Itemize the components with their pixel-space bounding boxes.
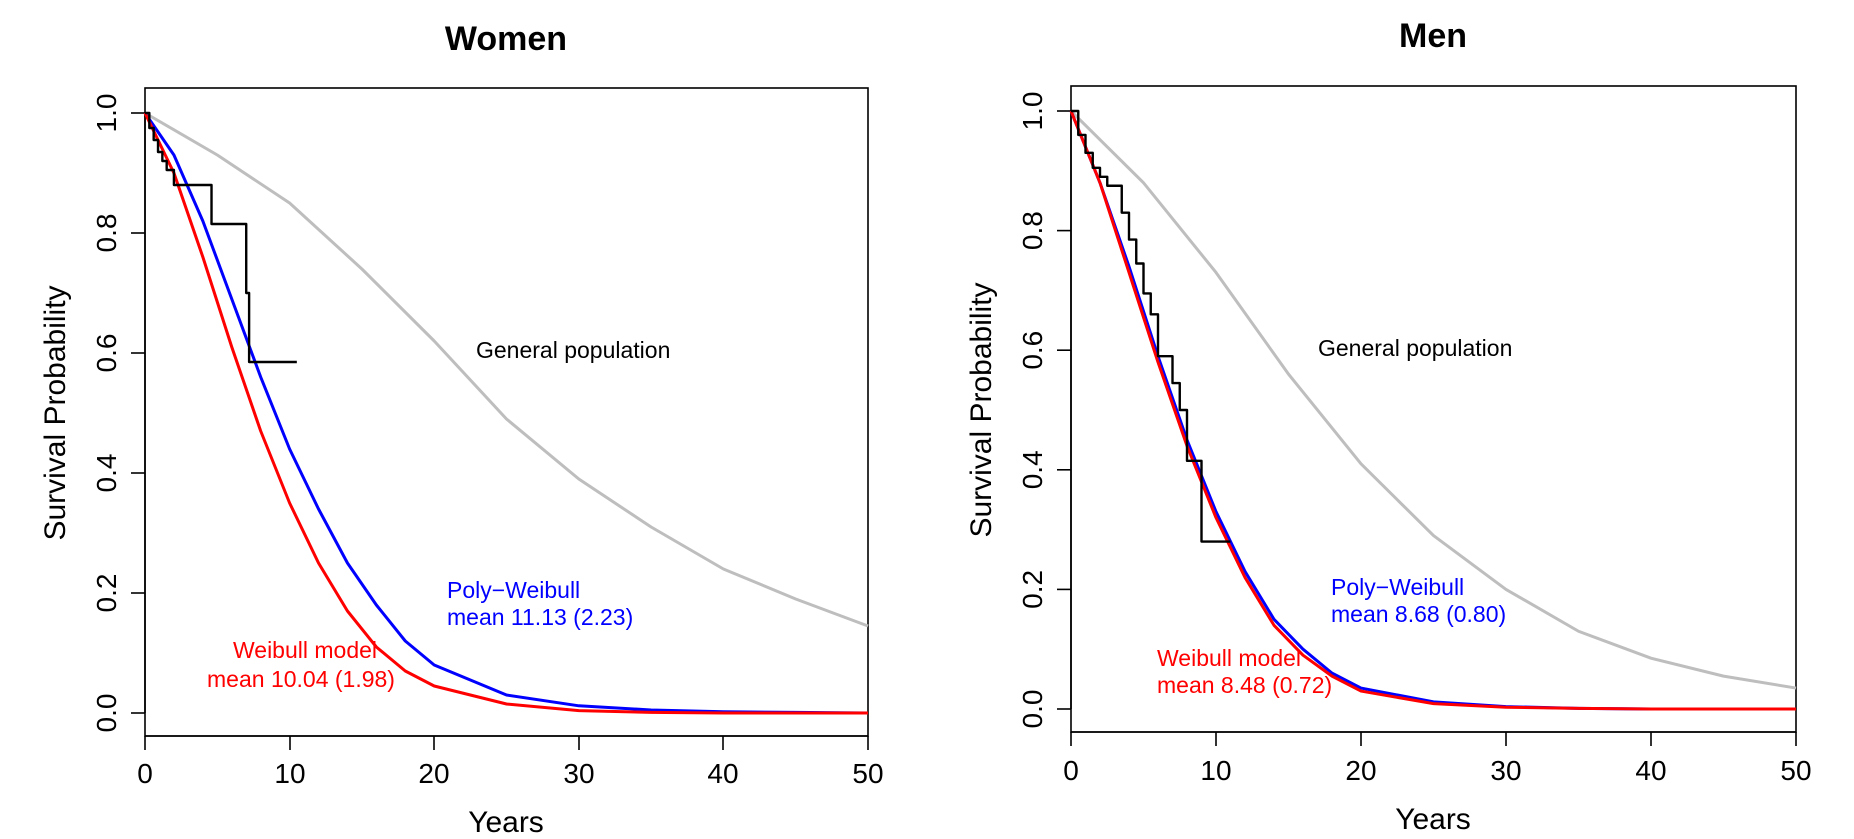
x-tick-label-women-20: 20 bbox=[418, 758, 449, 789]
series-women-kaplan-meier bbox=[145, 111, 297, 364]
x-tick-label-men-10: 10 bbox=[1200, 755, 1231, 786]
x-tick-label-women-10: 10 bbox=[274, 758, 305, 789]
annotation-women-poly-weibull-name: Poly−Weibull bbox=[447, 577, 580, 603]
x-axis-men: 0 10 20 30 40 50 bbox=[1063, 731, 1812, 786]
annotation-women-weibull-mean: mean 10.04 (1.98) bbox=[207, 666, 395, 692]
annotation-women-poly-weibull-mean: mean 11.13 (2.23) bbox=[447, 604, 633, 630]
annotation-men-weibull-mean: mean 8.48 (0.72) bbox=[1157, 672, 1332, 698]
x-axis-label-men: Years bbox=[1395, 803, 1471, 836]
x-tick-label-women-50: 50 bbox=[852, 758, 883, 789]
annotation-women-weibull-name: Weibull model bbox=[233, 637, 377, 663]
y-tick-label-men-0.2: 0.2 bbox=[1017, 570, 1048, 609]
x-tick-label-men-30: 30 bbox=[1490, 755, 1521, 786]
y-tick-label-women-0.8: 0.8 bbox=[91, 214, 122, 253]
y-tick-label-women-0.2: 0.2 bbox=[91, 574, 122, 613]
y-tick-label-women-0.0: 0.0 bbox=[91, 694, 122, 733]
panel-men: Men Years Survival Probability 0 10 20 3… bbox=[965, 17, 1812, 836]
annotations-women: General population Poly−Weibull mean 11.… bbox=[207, 337, 670, 692]
x-tick-label-women-30: 30 bbox=[563, 758, 594, 789]
x-tick-label-men-20: 20 bbox=[1345, 755, 1376, 786]
y-tick-label-women-0.4: 0.4 bbox=[91, 454, 122, 493]
y-axis-label-women: Survival Probability bbox=[39, 285, 72, 540]
series-women-weibull-model bbox=[143, 112, 868, 715]
annotation-men-poly-weibull-mean: mean 8.68 (0.80) bbox=[1331, 601, 1506, 627]
x-tick-label-men-0: 0 bbox=[1063, 755, 1079, 786]
y-tick-label-men-0.4: 0.4 bbox=[1017, 450, 1048, 489]
series-men-kaplan-meier bbox=[1071, 109, 1231, 543]
y-axis-men: 0.0 0.2 0.4 0.6 0.8 1.0 bbox=[1017, 92, 1072, 729]
y-tick-label-men-1.0: 1.0 bbox=[1017, 92, 1048, 131]
series-men-general-population bbox=[1069, 109, 1797, 690]
y-axis-label-men: Survival Probability bbox=[965, 282, 998, 537]
chart-title-women: Women bbox=[445, 20, 567, 58]
series-women-poly-weibull bbox=[143, 112, 869, 715]
y-tick-label-women-1.0: 1.0 bbox=[91, 94, 122, 133]
x-axis-women: 0 10 20 30 40 50 bbox=[137, 735, 884, 789]
series-women-general-population bbox=[144, 111, 869, 628]
series-men-weibull-model bbox=[1069, 110, 1796, 711]
series-men bbox=[1069, 109, 1797, 711]
x-tick-label-men-40: 40 bbox=[1635, 755, 1666, 786]
x-tick-label-women-40: 40 bbox=[707, 758, 738, 789]
annotation-women-general-population: General population bbox=[476, 337, 670, 363]
annotation-men-weibull-name: Weibull model bbox=[1157, 645, 1301, 671]
series-women bbox=[143, 111, 869, 715]
chart-title-men: Men bbox=[1399, 17, 1467, 55]
annotation-men-general-population: General population bbox=[1318, 335, 1512, 361]
panel-women: Women Years Survival Probability 0 10 20… bbox=[39, 20, 884, 839]
annotations-men: General population Poly−Weibull mean 8.6… bbox=[1157, 335, 1512, 698]
y-axis-women: 0.0 0.2 0.4 0.6 0.8 1.0 bbox=[91, 94, 146, 733]
y-tick-label-men-0.6: 0.6 bbox=[1017, 331, 1048, 370]
x-tick-label-men-50: 50 bbox=[1780, 755, 1811, 786]
y-tick-label-men-0.8: 0.8 bbox=[1017, 211, 1048, 250]
x-axis-label-women: Years bbox=[468, 806, 544, 839]
y-tick-label-men-0.0: 0.0 bbox=[1017, 690, 1048, 729]
annotation-men-poly-weibull-name: Poly−Weibull bbox=[1331, 574, 1464, 600]
x-tick-label-women-0: 0 bbox=[137, 758, 153, 789]
y-tick-label-women-0.6: 0.6 bbox=[91, 334, 122, 373]
